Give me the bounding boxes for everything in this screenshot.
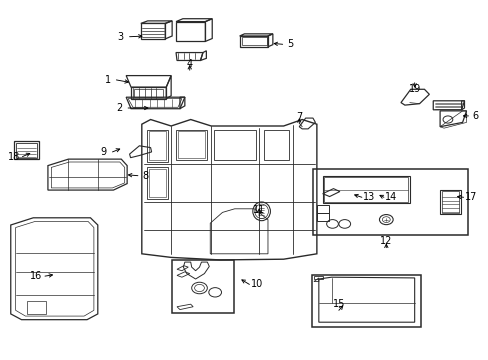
Bar	[316, 205, 328, 213]
Bar	[214, 130, 255, 160]
Bar	[314, 276, 323, 279]
Text: 9: 9	[101, 147, 106, 157]
Text: 17: 17	[464, 192, 476, 202]
Bar	[149, 169, 165, 197]
Text: 1: 1	[104, 75, 110, 85]
Text: 11: 11	[252, 204, 265, 215]
Text: 6: 6	[472, 111, 478, 121]
Text: 13: 13	[362, 192, 375, 202]
Text: 19: 19	[407, 84, 420, 94]
Bar	[146, 167, 168, 199]
Bar	[324, 177, 407, 202]
Bar	[312, 169, 468, 235]
Bar	[264, 130, 289, 160]
Bar	[441, 191, 458, 213]
Bar	[178, 131, 204, 158]
Bar	[316, 213, 328, 221]
Text: 14: 14	[384, 192, 397, 202]
Text: 4: 4	[186, 59, 192, 69]
Bar	[14, 141, 39, 159]
Bar	[241, 37, 266, 45]
Bar	[16, 143, 37, 158]
Bar	[134, 89, 163, 97]
Bar	[176, 130, 207, 160]
Text: 3: 3	[118, 32, 123, 42]
Text: 2: 2	[116, 103, 122, 113]
Text: 16: 16	[30, 271, 42, 281]
Text: 10: 10	[250, 279, 263, 289]
Text: 8: 8	[142, 171, 148, 181]
Text: 18: 18	[7, 152, 20, 162]
Bar	[146, 130, 168, 162]
Text: 12: 12	[379, 236, 392, 246]
Bar	[322, 176, 409, 203]
Bar	[311, 275, 420, 327]
Text: 7: 7	[296, 112, 302, 122]
Text: 5: 5	[286, 39, 292, 49]
Text: 15: 15	[332, 299, 345, 309]
Bar	[172, 260, 233, 313]
Bar	[439, 190, 460, 214]
Bar	[149, 131, 165, 160]
